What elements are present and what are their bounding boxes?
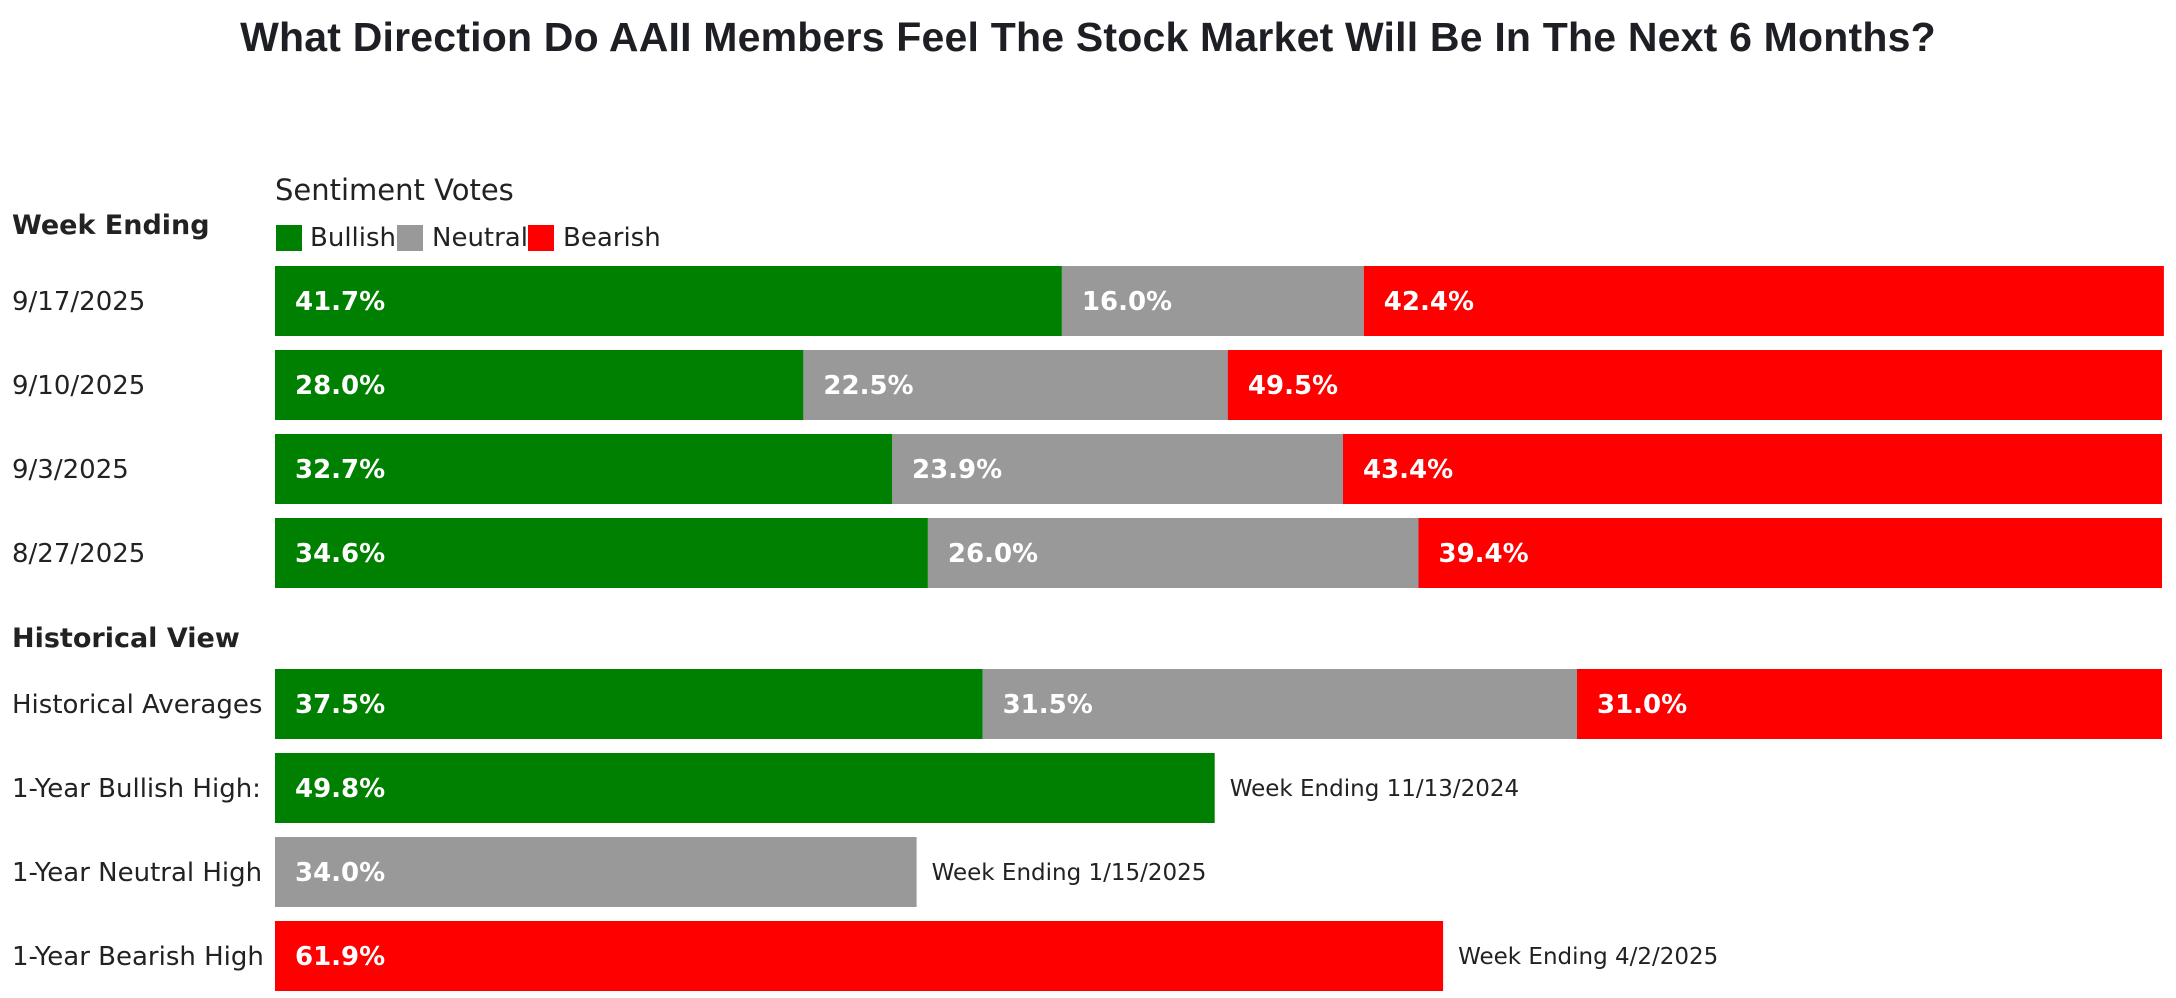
week-row-1-bearish-value: 42.4% [1384, 287, 1474, 317]
historical-view-heading: Historical View [12, 623, 240, 654]
week-row-2-neutral-value: 22.5% [823, 371, 913, 401]
neutral-high-bar [275, 837, 917, 907]
bullish-high-bar [275, 753, 1215, 823]
week-row-4-bullish-bar [275, 518, 928, 588]
week-row-1-neutral-bar [1061, 266, 1364, 336]
legend-swatch-neutral [397, 225, 423, 251]
neutral-high-value: 34.0% [295, 858, 385, 888]
legend-title: Sentiment Votes [275, 173, 514, 207]
neutral-high-note: Week Ending 1/15/2025 [932, 860, 1207, 886]
chart-title: What Direction Do AAII Members Feel The … [240, 14, 1936, 60]
bullish-high-value: 49.8% [295, 774, 385, 804]
historical-averages-row-bearish-bar [1577, 669, 2162, 739]
week-row-3-label: 9/3/2025 [12, 455, 129, 485]
historical-averages-row-label: Historical Averages [12, 690, 262, 720]
week-row-2-bullish-value: 28.0% [295, 371, 385, 401]
week-ending-heading: Week Ending [12, 210, 210, 241]
legend-label-bullish: Bullish [310, 223, 396, 253]
bearish-high-bar [275, 921, 1444, 991]
week-row-4-bearish-value: 39.4% [1439, 539, 1529, 569]
week-row-2-bullish-bar [275, 350, 804, 420]
week-row-2-bearish-bar [1227, 350, 2162, 420]
week-row-3-bearish-value: 43.4% [1363, 455, 1453, 485]
bearish-high-value: 61.9% [295, 942, 385, 972]
legend-swatch-bearish [528, 225, 554, 251]
week-row-2-bearish-value: 49.5% [1248, 371, 1338, 401]
week-row-1-bearish-bar [1363, 266, 2164, 336]
week-row-2-label: 9/10/2025 [12, 371, 145, 401]
week-row-4-bullish-value: 34.6% [295, 539, 385, 569]
week-row-3-bullish-value: 32.7% [295, 455, 385, 485]
historical-averages-row-neutral-value: 31.5% [1003, 690, 1093, 720]
bars-group: 9/17/2025 41.7% 16.0% 42.4% 9/10/2025 28.0% 22… [12, 266, 2164, 991]
legend-label-bearish: Bearish [563, 223, 661, 253]
historical-averages-row-bullish-value: 37.5% [295, 690, 385, 720]
bearish-high-note: Week Ending 4/2/2025 [1458, 944, 1718, 970]
week-row-4-neutral-value: 26.0% [948, 539, 1038, 569]
week-row-3-bearish-bar [1343, 434, 2162, 504]
week-row-4-neutral-bar [927, 518, 1419, 588]
week-row-1-neutral-value: 16.0% [1082, 287, 1172, 317]
week-row-3-neutral-value: 23.9% [912, 455, 1002, 485]
bullish-high-note: Week Ending 11/13/2024 [1230, 776, 1519, 802]
week-row-4-label: 8/27/2025 [12, 539, 145, 569]
bearish-high-label: 1-Year Bearish High [12, 942, 264, 972]
legend-label-neutral: Neutral [432, 223, 528, 253]
week-row-1-bullish-value: 41.7% [295, 287, 385, 317]
legend-swatch-bullish [276, 225, 302, 251]
week-row-1-label: 9/17/2025 [12, 287, 145, 317]
bullish-high-label: 1-Year Bullish High: [12, 774, 261, 804]
week-row-1-bullish-bar [275, 266, 1062, 336]
week-row-2-neutral-bar [803, 350, 1228, 420]
historical-averages-row-neutral-bar [982, 669, 1577, 739]
week-row-4-bearish-bar [1418, 518, 2162, 588]
week-row-3-neutral-bar [892, 434, 1343, 504]
neutral-high-label: 1-Year Neutral High [12, 858, 262, 888]
historical-averages-row-bullish-bar [275, 669, 983, 739]
historical-averages-row-bearish-value: 31.0% [1597, 690, 1687, 720]
week-row-3-bullish-bar [275, 434, 892, 504]
